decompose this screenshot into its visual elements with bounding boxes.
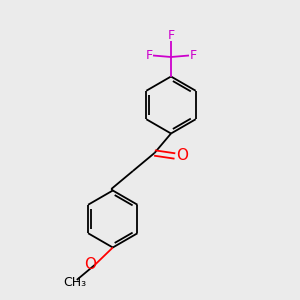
Text: O: O [85,257,97,272]
Text: F: F [146,49,153,62]
Text: F: F [167,28,175,42]
Text: CH₃: CH₃ [64,276,87,290]
Text: O: O [176,148,188,164]
Text: F: F [189,49,197,62]
